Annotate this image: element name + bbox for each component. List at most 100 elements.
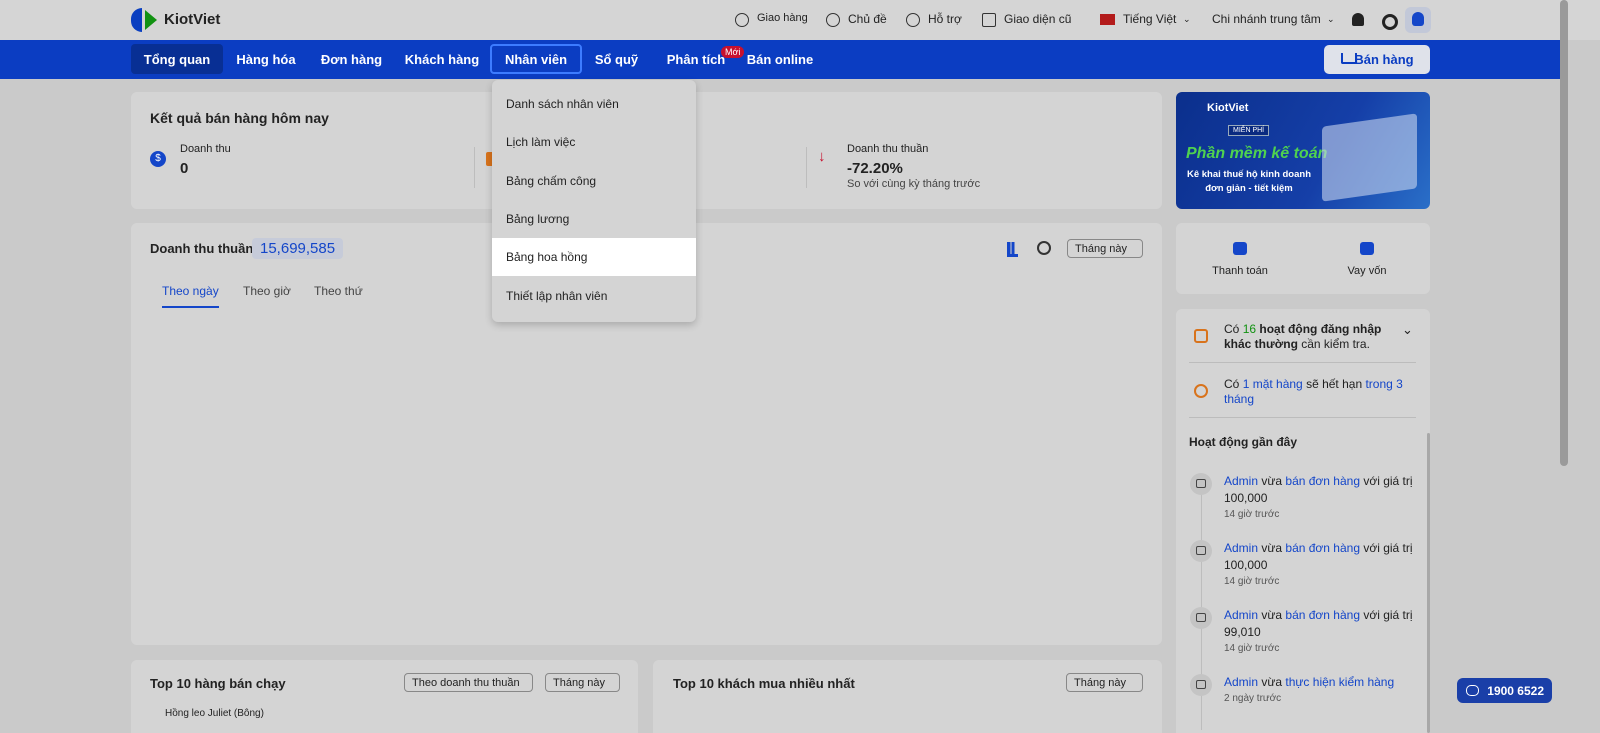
banner-art [1322, 113, 1417, 202]
branch[interactable]: Chi nhánh trung tâm [1212, 12, 1321, 26]
activity-part: vừa [1258, 541, 1286, 555]
banner-badge: MIỄN PHÍ [1228, 125, 1270, 136]
nav-badge: Mới [721, 46, 745, 58]
orange-icon [486, 152, 494, 166]
header-link[interactable]: Chủ đề [848, 12, 887, 26]
activity-part: vừa [1258, 474, 1286, 488]
top-bar [0, 0, 1600, 40]
shortcut-icon[interactable] [1233, 242, 1247, 255]
period-select[interactable]: Tháng này [1067, 239, 1143, 258]
activity-part: Admin [1224, 608, 1259, 622]
activity-icon [1190, 674, 1212, 696]
separator [1189, 362, 1416, 363]
activity-part: với giá trị [1360, 474, 1413, 488]
activity-text[interactable]: Admin vừa bán đơn hàng với giá trị 99,01… [1224, 607, 1419, 641]
activity-icon [1190, 473, 1212, 495]
separator [1189, 417, 1416, 418]
divider [806, 147, 807, 188]
banner-title: Phần mềm kế toán [1186, 145, 1328, 162]
divider [474, 147, 475, 188]
alert-part: sẽ hết hạn [1302, 377, 1366, 391]
dropdown-item[interactable]: Bảng chấm công [506, 173, 597, 188]
alert-text[interactable]: Có 1 mặt hàng sẽ hết hạn trong 3 tháng [1224, 377, 1404, 407]
tab[interactable]: Theo ngày [162, 284, 219, 298]
metric-label: Doanh thu thuần [847, 143, 929, 155]
alert-part: 1 mặt hàng [1242, 377, 1303, 391]
card-title: Top 10 hàng bán chạy [150, 676, 286, 691]
shortcut-icon[interactable] [1360, 242, 1374, 255]
alert-icon [1194, 384, 1208, 398]
header-link[interactable]: Giao hàng [757, 12, 808, 24]
nav-item[interactable]: Phân tích [666, 51, 726, 67]
shortcut-label[interactable]: Vay vốn [1347, 265, 1387, 277]
activity-text[interactable]: Admin vừa thực hiện kiểm hàng [1224, 674, 1419, 691]
header-icon [906, 13, 920, 27]
chevron: ⌄ [1402, 322, 1413, 337]
header-link[interactable]: Giao diện cũ [1004, 12, 1072, 26]
flag-icon [1100, 14, 1115, 25]
dropdown-item[interactable]: Thiết lập nhân viên [506, 288, 608, 303]
tab[interactable]: Theo thứ [314, 284, 363, 298]
nav-item[interactable]: Đơn hàng [320, 51, 383, 67]
activity-text[interactable]: Admin vừa bán đơn hàng với giá trị 100,0… [1224, 540, 1419, 574]
activity-time: 2 ngày trước [1224, 693, 1282, 704]
nav-item[interactable]: Hàng hóa [236, 51, 296, 67]
header-icon [735, 13, 749, 27]
activity-icon [1190, 607, 1212, 629]
activity-part: thực hiện kiểm hàng [1285, 675, 1395, 689]
logo-icon [131, 8, 142, 32]
card-title: Doanh thu thuần [150, 241, 254, 256]
alert-part: Có [1224, 377, 1243, 391]
nav-item[interactable]: Nhân viên [490, 44, 582, 74]
metric-value: -72.20% [847, 160, 903, 177]
dropdown-item[interactable]: Bảng lương [506, 211, 570, 226]
nav-item[interactable]: Sổ quỹ [594, 51, 639, 67]
activity-part: bán đơn hàng [1285, 474, 1360, 488]
dropdown-item[interactable]: Danh sách nhân viên [506, 97, 619, 111]
activity-card [1176, 309, 1430, 733]
activity-part: 100,000 [1224, 491, 1268, 505]
activity-part: Admin [1224, 541, 1259, 555]
chat-icon [1466, 685, 1479, 696]
sort-select[interactable]: Theo doanh thu thuần [404, 673, 533, 692]
period-select[interactable]: Tháng này [1066, 673, 1143, 692]
activity-part: bán đơn hàng [1285, 541, 1360, 555]
down-arrow: ↓ [818, 148, 826, 165]
dropdown-item[interactable]: Lịch làm việc [506, 135, 576, 150]
nav-item[interactable]: Bán online [746, 51, 814, 67]
alert-text[interactable]: Có 16 hoạt động đăng nhập khác thường cầ… [1224, 322, 1404, 352]
dropdown-item[interactable]: Bảng hoa hồng [492, 238, 696, 277]
product-row: Hồng leo Juliet (Bông) [165, 708, 264, 719]
activity-part: vừa [1258, 675, 1286, 689]
logo: KiotViet [164, 11, 221, 28]
chevron: ⌄ [1183, 14, 1191, 24]
nav-item[interactable]: Tổng quan [131, 44, 223, 74]
activity-text[interactable]: Admin vừa bán đơn hàng với giá trị 100,0… [1224, 473, 1419, 507]
activity-part: 100,000 [1224, 558, 1268, 572]
activity-time: 14 giờ trước [1224, 643, 1280, 654]
pie-icon[interactable] [1037, 241, 1051, 255]
page-scrollbar [1560, 0, 1568, 466]
metric-label: Doanh thu [180, 143, 231, 155]
cart-icon [1341, 53, 1357, 64]
activity-part: Admin [1224, 474, 1259, 488]
bar-icon[interactable] [1007, 242, 1018, 257]
shortcut-label[interactable]: Thanh toán [1212, 265, 1268, 277]
header-icon [982, 13, 996, 27]
activity-part: bán đơn hàng [1285, 608, 1360, 622]
tab[interactable]: Theo giờ [243, 284, 291, 298]
chevron: ⌄ [1327, 14, 1335, 24]
period-select[interactable]: Tháng này [545, 673, 620, 692]
sell-button[interactable]: Bán hàng [1324, 45, 1430, 74]
metric-value: 0 [180, 160, 189, 177]
top-products-card [131, 660, 638, 733]
language[interactable]: Tiếng Việt [1123, 12, 1177, 26]
activity-part: với giá trị [1360, 541, 1413, 555]
scrollbar [1427, 433, 1430, 733]
hotline-button[interactable]: 1900 6522 [1457, 678, 1552, 703]
dropdown [492, 80, 696, 322]
alert-part: 16 [1242, 322, 1257, 336]
header-link[interactable]: Hỗ trợ [928, 12, 962, 26]
tab-underline [162, 306, 219, 308]
nav-item[interactable]: Khách hàng [404, 51, 480, 67]
